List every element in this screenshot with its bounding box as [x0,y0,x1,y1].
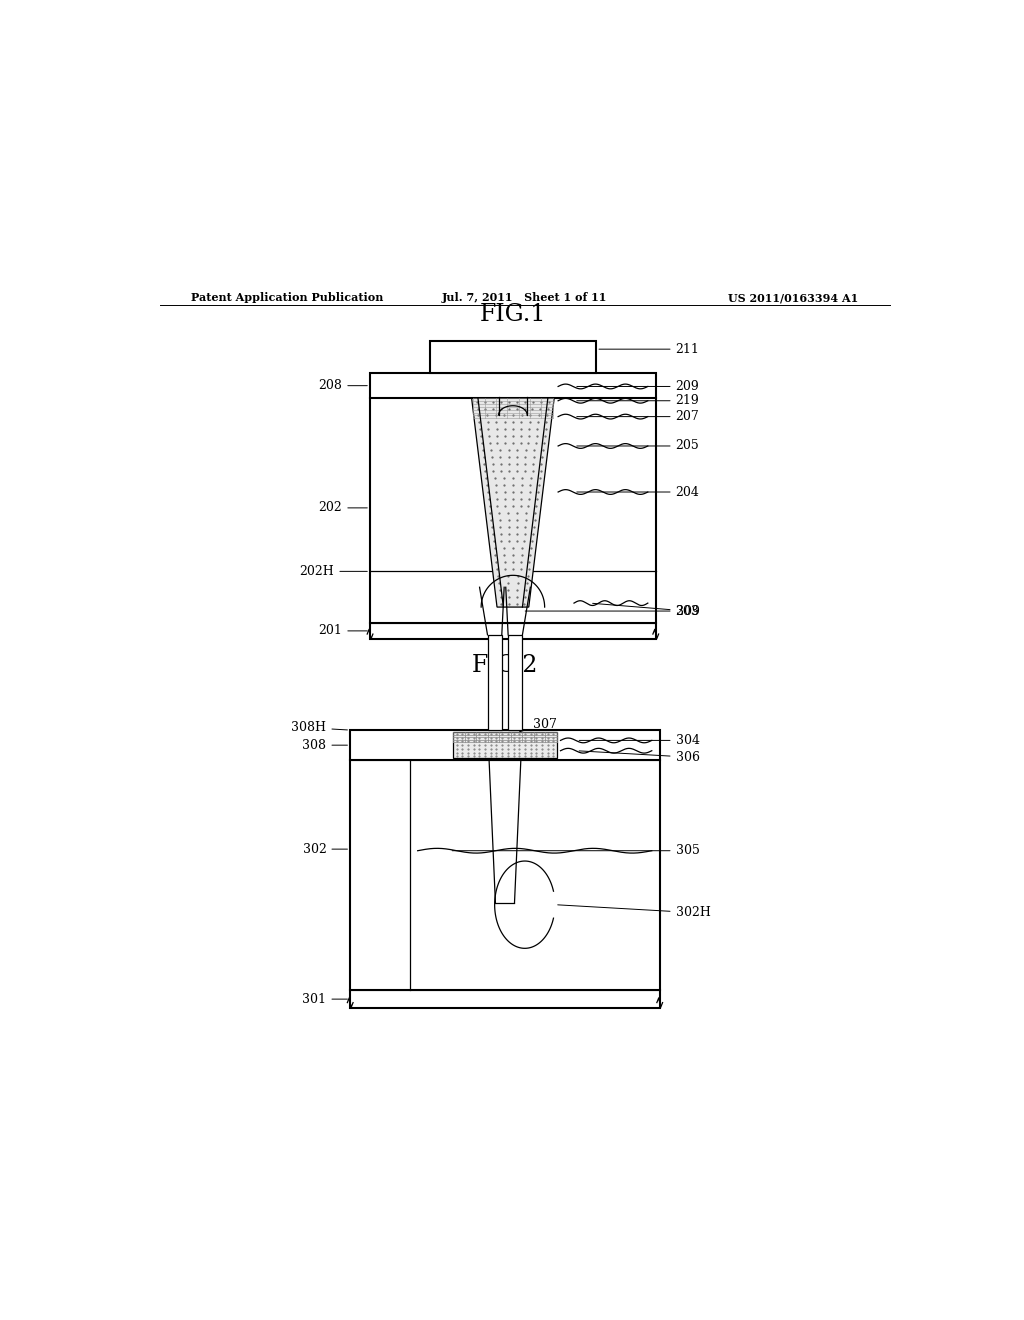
Text: 308: 308 [302,739,347,751]
Text: 201: 201 [318,624,368,638]
Text: FIG.2: FIG.2 [472,653,539,677]
Bar [487,635,502,730]
Text: 202H: 202H [300,565,368,578]
Bar [370,374,655,623]
Bar [508,635,522,730]
Bar [350,760,659,990]
Text: 207: 207 [577,411,699,424]
Text: 305: 305 [453,845,699,857]
Text: Jul. 7, 2011   Sheet 1 of 11: Jul. 7, 2011 Sheet 1 of 11 [442,292,607,304]
Text: 302H: 302H [558,904,711,919]
Bar [350,990,659,1008]
Text: 211: 211 [599,343,699,355]
Text: 205: 205 [577,440,699,453]
Text: 304: 304 [580,734,699,747]
Bar [370,623,655,639]
Text: 209: 209 [577,380,699,393]
Text: 306: 306 [580,751,699,763]
Text: 202: 202 [318,502,368,515]
Text: 307: 307 [519,718,557,731]
Text: Patent Application Publication: Patent Application Publication [191,292,384,304]
Bar [350,730,659,760]
Text: 219: 219 [577,395,699,408]
Text: 309: 309 [525,605,699,618]
Text: 203: 203 [593,603,699,618]
Text: 301: 301 [302,993,347,1006]
Bar [430,342,596,374]
Bar [454,733,557,758]
Text: FIG.1: FIG.1 [479,302,546,326]
Text: 302: 302 [302,842,347,855]
Text: 204: 204 [577,486,699,499]
Text: US 2011/0163394 A1: US 2011/0163394 A1 [728,292,858,304]
Polygon shape [472,399,554,607]
Text: 208: 208 [318,379,368,392]
Text: 308H: 308H [292,721,347,734]
